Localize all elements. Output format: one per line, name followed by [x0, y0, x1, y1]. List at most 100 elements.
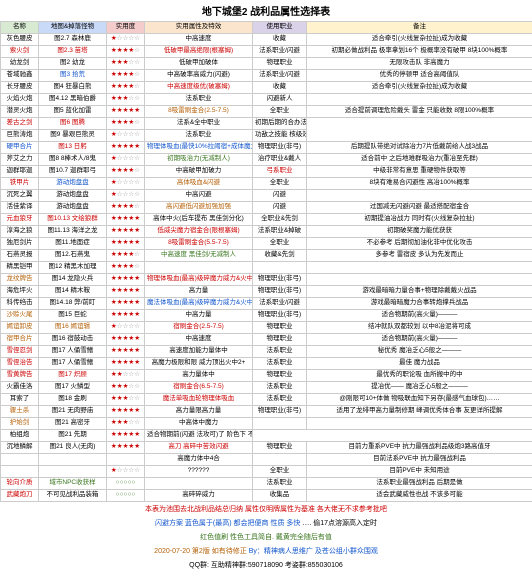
cell: 高速度加能力量体中	[145, 346, 253, 358]
cell: 高力量限高力量	[145, 406, 253, 418]
cell: 物理职业	[253, 58, 307, 70]
cell	[253, 418, 307, 430]
cell: 耳索了	[1, 394, 39, 406]
cell: ★☆☆☆☆	[107, 322, 145, 334]
cell: 骤土杀	[1, 406, 39, 418]
cell: 图18 金刷	[39, 394, 107, 406]
cell: 法系职业&掉破	[253, 226, 307, 238]
cell: 游动炮盘盘	[39, 202, 107, 214]
cell: ★★★★☆	[107, 82, 145, 94]
cell: 法系职业	[253, 346, 307, 358]
cell: 域市NPC收获样	[39, 478, 107, 490]
cell: 沙赊火尾	[1, 310, 39, 322]
cell: 适合前中 之后地难群吸治力(重冶至先群)	[307, 154, 532, 166]
cell: 法系职业	[253, 394, 307, 406]
cell: 迦群耶迦	[1, 166, 39, 178]
cell: ★★★★★	[107, 298, 145, 310]
header-4: 使用职业	[253, 22, 307, 34]
cell: ★★★★★	[107, 214, 145, 226]
cell: 灰色腰皮	[1, 34, 39, 46]
cell: 目前PVE中 未知用途	[307, 466, 532, 478]
cell	[307, 262, 532, 274]
cell: 高力量	[145, 286, 253, 298]
cell	[253, 262, 307, 274]
cell: 收藏	[253, 82, 307, 94]
cell: 柏组炮	[1, 430, 39, 442]
cell: ★★★★☆	[107, 202, 145, 214]
cell: 全职业	[253, 466, 307, 478]
cell: 图8 8棒术人/8鬼	[39, 154, 107, 166]
cell: 差古之剑	[1, 118, 39, 130]
cell: ★★★★★	[107, 142, 145, 154]
table-row: 宿甲合片图16 宿鼓动击★★★★★中高速度物理职业适合物期前(高火量)———	[1, 334, 532, 346]
cell: 图10.13 文绘狼群	[39, 214, 107, 226]
cell: 中高闪避	[145, 190, 253, 202]
cell: 适合物期前(高火量)———	[307, 334, 532, 346]
table-row: 迦群耶迦图10.7 迦群耶弓★★★★☆中高破甲加破力弓系职业中级非常有意思 重硬…	[1, 166, 532, 178]
table-row: 精黑铠甲图12 精黑木加理★★★★☆	[1, 262, 532, 274]
table-row: 嫣谊卸皮图16 嫣谊辑★☆☆☆☆宿刷金合(2.5-7.5)物理职业结冲就队双都较…	[1, 322, 532, 334]
cell: 适用了龙绯甲高力量制修期 峰调优秀体合事 友更详所提解	[307, 406, 532, 418]
cell: ○○○○○	[107, 478, 145, 490]
cell: 提冶优—— 魔冶乏心5般之———	[307, 382, 532, 394]
cell: 物理职业(非弓)	[253, 406, 307, 418]
cell: 最佳 魔力战品	[307, 358, 532, 370]
cell: 物理职业	[253, 322, 307, 334]
cell: 图21 高密牙	[39, 418, 107, 430]
cell: 物理职业(非弓)	[253, 286, 307, 298]
table-row: 柏组炮图21 先期★★★★★适合物期前(闪避 法攻可)了 阶色下 不合前期新人高…	[1, 430, 532, 442]
cell: 图17 炽顾	[39, 370, 107, 382]
cell: ★★★★★	[107, 430, 145, 442]
cell: ★★★☆☆	[107, 94, 145, 106]
cell: 治疗职业&戴人	[253, 154, 307, 166]
cell: 物理职业	[253, 370, 307, 382]
page-title: 地下城堡2 战利品属性选择表	[0, 0, 532, 21]
cell: 高闪避低闪避加强加强	[145, 202, 253, 214]
cell: 8块有难易合闪避性 高冶100%概率	[307, 178, 532, 190]
cell: 潜灵火炮	[1, 106, 39, 118]
cell: ★★★☆☆	[107, 58, 145, 70]
cell: ★★★☆☆	[107, 418, 145, 430]
header-5: 备注	[307, 22, 532, 34]
table-row: 雪黄牌告图17 炽顾★★☆☆☆高力量体中物理职业最优秀的职论吸 血所搬中的中	[1, 370, 532, 382]
table-row: 沙赊火尾图15 巨蛇★★★★★中高力量物理职业(非弓)适合物期前(高火量)———	[1, 310, 532, 322]
cell: 图21 先期	[39, 430, 107, 442]
cell: 低威尖魔力宿金合(限根塞姆)	[145, 226, 253, 238]
cell: 低破甲最高绝限(根塞姆)	[145, 46, 253, 58]
table-row: 差古之剑图6 图腾★★★★☆法系&全中职业初期后期的合办法 幻化最强然后合成长	[1, 118, 532, 130]
cell: 高力量体中	[145, 370, 253, 382]
cell: 雪黄牌告	[1, 370, 39, 382]
cell	[307, 190, 532, 202]
cell: 中高体中魔力	[145, 418, 253, 430]
table-row: 淳海之狼图11.13 海洋之龙★★★★★低威尖魔力宿金合(限根塞姆)法系职业&掉…	[1, 226, 532, 238]
cell: 法系职业/闪避	[253, 46, 307, 58]
cell: 最优秀的职论吸 血所搬中的中	[307, 370, 532, 382]
table-row: 石燕灵报图12.石燕鬼★★★★☆中高速度 黑佳剑/无减制人收藏&先剑多参考 雷宿…	[1, 250, 532, 262]
cell: 图14 龙隐火兵	[39, 274, 107, 286]
cell: 图16 宿鼓动击	[39, 334, 107, 346]
cell: 闪避	[253, 202, 307, 214]
cell: 图12 精黑木加理	[39, 262, 107, 274]
cell: 物理职业	[253, 334, 307, 346]
cell: 8吸雷刷金合(5.5-7.5)	[145, 238, 253, 250]
cell: 中高力量	[145, 310, 253, 322]
table-row: 火霸佳洛图17 火鳞型★★★☆☆宿刷金合(6.5-7.5)法系职业提冶优—— 魔…	[1, 382, 532, 394]
table-row: 龙纹牌告图14 龙隐火兵★★★★★物理体吸血(最高)级碎魔力威力&火中4合物理职…	[1, 274, 532, 286]
table-row: 火焰火炮图4.12 黑暗伯爵★★★☆☆法系职业闪避新人	[1, 94, 532, 106]
cell	[145, 262, 253, 274]
table-row: 索火剑图2.3 苗塔★★★★☆低破甲最高绝限(根塞姆)法系职业/闪避初期必做战利…	[1, 46, 532, 58]
cell: 图15 巨蛇	[39, 310, 107, 322]
cell: 中高速度	[145, 334, 253, 346]
table-row: 潜灵火炮图5 蓝化加雷★★★★★8吸雷刷金合(2.5-7.5)全职业适合提前调理…	[1, 106, 532, 118]
cell: 图4.12 黑暗伯爵	[39, 94, 107, 106]
cell: ★★★★☆	[107, 250, 145, 262]
cell: 中高速度 黑佳剑/无减制人	[145, 250, 253, 262]
cell	[107, 454, 145, 466]
cell: 物理体吸血(最快10%拉阈宿+成体魔力量)	[145, 142, 253, 154]
cell: 活佳紫译	[1, 202, 39, 214]
cell: 图13 日躬	[39, 142, 107, 154]
cell: ★★★★★	[107, 334, 145, 346]
table-row: 独厄剑片图11.地面症★★★★★8吸雷刷金合(5.5-7.5)全职业不必参考 后…	[1, 238, 532, 250]
cell: 图17 火鳞型	[39, 382, 107, 394]
header-1: 地图&掉落怪物	[39, 22, 107, 34]
